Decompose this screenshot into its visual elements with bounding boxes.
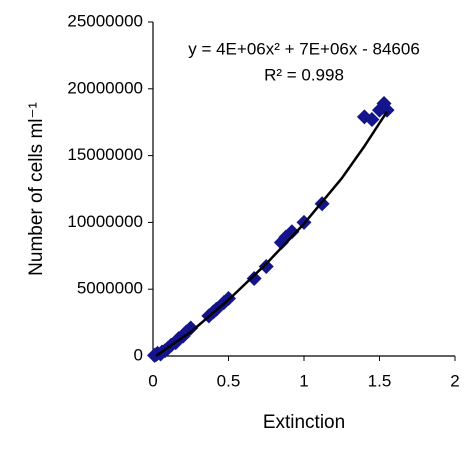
x-tick-label: 1 <box>299 371 308 390</box>
y-tick-label: 15000000 <box>67 145 143 164</box>
y-tick-label: 20000000 <box>67 78 143 97</box>
data-point <box>258 258 274 274</box>
data-point <box>183 320 199 336</box>
x-tick-label: 1.5 <box>368 371 392 390</box>
y-axis-label: Number of cells ml⁻¹ <box>26 102 47 276</box>
data-point <box>364 112 380 128</box>
x-tick-label: 0.5 <box>217 371 241 390</box>
x-axis-label: Extinction <box>263 412 345 433</box>
r-squared: R² = 0.998 <box>264 65 344 84</box>
x-tick-label: 0 <box>148 371 157 390</box>
data-point <box>284 224 300 240</box>
data-point <box>379 102 395 118</box>
y-tick-label: 0 <box>134 345 143 364</box>
data-point <box>246 271 262 287</box>
y-tick-label: 25000000 <box>67 11 143 30</box>
trendline <box>155 110 389 358</box>
x-tick-label: 2 <box>450 371 459 390</box>
y-tick-label: 5000000 <box>77 279 143 298</box>
equation: y = 4E+06x² + 7E+06x - 84606 <box>188 39 420 58</box>
y-tick-label: 10000000 <box>67 212 143 231</box>
